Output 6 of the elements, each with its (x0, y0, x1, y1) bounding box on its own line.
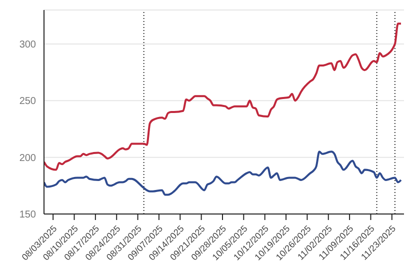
y-tick-label: 300 (19, 40, 36, 51)
line-series (44, 22, 402, 171)
y-tick-label: 200 (19, 152, 36, 164)
y-tick-label: 150 (19, 210, 36, 221)
y-tick-label: 250 (19, 96, 36, 108)
line-series (44, 150, 402, 196)
